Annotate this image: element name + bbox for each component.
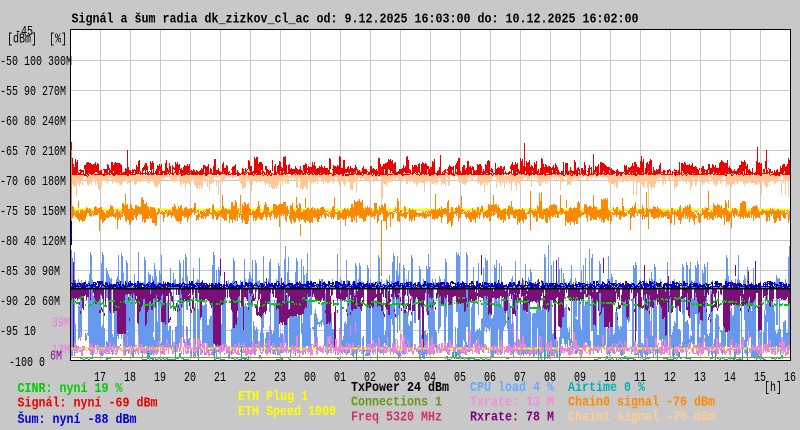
svg-text:06: 06 xyxy=(484,370,496,386)
svg-text:-85 30 90M: -85 30 90M xyxy=(0,264,60,280)
svg-text:19: 19 xyxy=(154,370,166,386)
svg-text:-65 70 210M: -65 70 210M xyxy=(0,144,66,160)
svg-text:Txrate: 13 M: Txrate: 13 M xyxy=(470,396,554,411)
svg-text:-90 20 60M: -90 20 60M xyxy=(0,294,60,310)
svg-text:00: 00 xyxy=(304,370,316,386)
svg-text:-55 90 270M: -55 90 270M xyxy=(0,84,66,100)
svg-text:TxPower 24 dBm: TxPower 24 dBm xyxy=(351,381,449,396)
svg-text:Chain0 signal -76 dBm: Chain0 signal -76 dBm xyxy=(568,396,715,411)
svg-text:-45: -45 xyxy=(15,24,33,40)
svg-text:Signál a šum radia dk_zizkov_c: Signál a šum radia dk_zizkov_cl_ac od: 9… xyxy=(72,12,639,28)
svg-text:[dBm] [%]: [dBm] [%] xyxy=(7,32,67,48)
svg-text:39M: 39M xyxy=(52,316,70,332)
svg-text:22: 22 xyxy=(244,370,256,386)
svg-text:02: 02 xyxy=(364,370,376,386)
svg-text:18: 18 xyxy=(124,370,136,386)
svg-text:-100 0: -100 0 xyxy=(9,355,45,371)
svg-text:Rxrate: 78 M: Rxrate: 78 M xyxy=(470,411,554,426)
svg-text:-80 40 120M: -80 40 120M xyxy=(0,234,66,250)
svg-text:ETH Plug 1: ETH Plug 1 xyxy=(238,390,308,405)
svg-text:6M: 6M xyxy=(50,349,62,365)
svg-text:CPU load 4 %: CPU load 4 % xyxy=(470,381,555,396)
svg-text:15: 15 xyxy=(754,370,766,386)
svg-text:10: 10 xyxy=(604,370,616,386)
svg-text:-75 50 150M: -75 50 150M xyxy=(0,204,66,220)
svg-text:23: 23 xyxy=(274,370,286,386)
svg-text:21: 21 xyxy=(214,370,226,386)
svg-text:13M: 13M xyxy=(52,343,70,359)
svg-text:[h]: [h] xyxy=(764,380,782,396)
svg-text:16: 16 xyxy=(784,370,796,386)
svg-text:09: 09 xyxy=(574,370,586,386)
svg-text:Šum: nyní -88 dBm: Šum: nyní -88 dBm xyxy=(18,412,137,428)
svg-text:-50 100 300M: -50 100 300M xyxy=(0,54,72,70)
svg-text:ETH Speed 1000: ETH Speed 1000 xyxy=(238,405,336,420)
svg-text:13: 13 xyxy=(694,370,706,386)
svg-text:17: 17 xyxy=(94,370,106,386)
svg-text:-95 10: -95 10 xyxy=(0,324,36,340)
svg-text:07: 07 xyxy=(514,370,526,386)
svg-text:20: 20 xyxy=(184,370,196,386)
svg-text:08: 08 xyxy=(544,370,556,386)
svg-text:-60 80 240M: -60 80 240M xyxy=(0,114,66,130)
svg-text:Connections 1: Connections 1 xyxy=(351,396,442,411)
svg-text:CINR: nyní 19 %: CINR: nyní 19 % xyxy=(18,382,124,397)
svg-text:04: 04 xyxy=(424,370,436,386)
svg-text:12: 12 xyxy=(664,370,676,386)
svg-text:01: 01 xyxy=(334,370,346,386)
svg-text:03: 03 xyxy=(394,370,406,386)
svg-text:-70 60 180M: -70 60 180M xyxy=(0,174,66,190)
svg-text:14: 14 xyxy=(724,370,736,386)
svg-text:Freq 5320 MHz: Freq 5320 MHz xyxy=(351,411,442,426)
svg-text:Signál: nyní -69 dBm: Signál: nyní -69 dBm xyxy=(18,397,158,412)
svg-text:Airtime 0 %: Airtime 0 % xyxy=(568,381,646,396)
svg-text:Chain1 signal -70 dBm: Chain1 signal -70 dBm xyxy=(568,411,715,426)
svg-text:05: 05 xyxy=(454,370,466,386)
svg-text:11: 11 xyxy=(634,370,646,386)
